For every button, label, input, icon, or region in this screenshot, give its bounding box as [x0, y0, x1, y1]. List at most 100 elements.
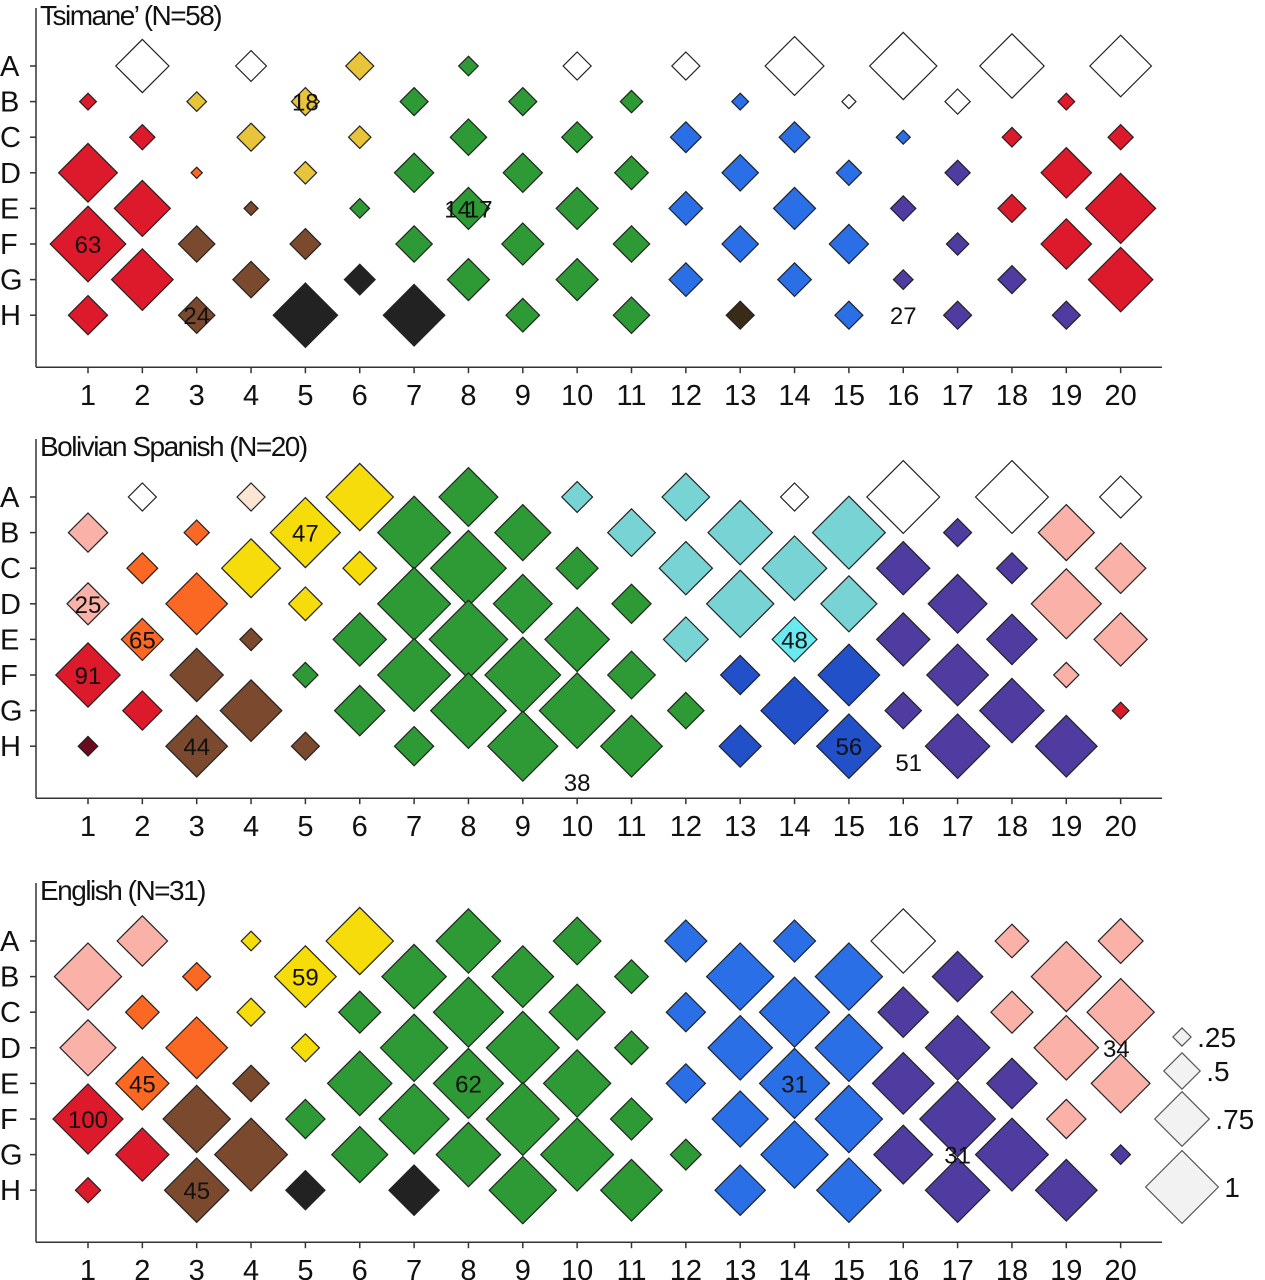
panel-title: Bolivian Spanish (N=20)	[40, 431, 307, 462]
chip-diamond	[721, 224, 760, 264]
chip-diamond	[284, 1098, 326, 1140]
x-tick-label: 5	[297, 1255, 313, 1280]
chip-diamond	[918, 1080, 997, 1158]
chip-diamond	[820, 574, 878, 633]
chip-diamond	[326, 1050, 393, 1117]
chip-diamond	[505, 297, 541, 333]
chip-diamond	[393, 725, 435, 767]
chip-diamond	[177, 296, 216, 335]
chip-diamond	[1084, 172, 1157, 245]
chip-diamond	[1033, 1014, 1100, 1081]
chip-diamond	[714, 1164, 767, 1217]
x-tick-label: 8	[460, 811, 476, 843]
chip-diamond	[399, 86, 429, 117]
chip-diamond	[240, 930, 262, 952]
legend-size-diamond	[1162, 1051, 1202, 1091]
chip-diamond	[435, 1121, 502, 1188]
x-tick-label: 10	[561, 380, 593, 412]
chip-diamond	[778, 120, 811, 154]
chip-diamond	[54, 641, 122, 709]
chip-diamond	[1034, 714, 1098, 778]
chip-diamond	[548, 983, 606, 1042]
chip-diamond	[817, 643, 881, 707]
chip-diamond	[609, 1097, 654, 1141]
x-tick-label: 9	[515, 811, 531, 843]
chip-diamond	[1097, 917, 1144, 965]
chip-diamond	[492, 573, 554, 635]
chip-diamond	[990, 990, 1034, 1035]
chip-diamond	[560, 120, 594, 154]
x-tick-label: 20	[1105, 380, 1137, 412]
chip-diamond	[493, 503, 552, 562]
x-tick-label: 4	[243, 1255, 259, 1280]
chip-diamond	[619, 89, 644, 114]
chip-diamond	[924, 713, 991, 780]
chip-diamond	[995, 551, 1029, 585]
chip-diamond	[121, 690, 163, 732]
x-tick-label: 10	[561, 1255, 593, 1280]
x-tick-label: 1	[80, 811, 96, 843]
chip-diamond	[78, 92, 98, 111]
chip-diamond	[1051, 300, 1082, 331]
chip-diamond	[931, 950, 984, 1003]
chip-diamond	[758, 976, 831, 1049]
chip-diamond	[291, 661, 319, 689]
y-tick-label: G	[0, 696, 23, 728]
chip-count-label: 14	[444, 196, 471, 223]
chip-diamond	[376, 495, 452, 570]
chip-diamond	[337, 990, 382, 1035]
chip-count-label: 38	[564, 770, 591, 797]
legend-size-diamond	[1144, 1149, 1220, 1225]
y-tick-label: A	[0, 926, 20, 958]
chip-diamond	[974, 1117, 1050, 1192]
x-tick-label: 13	[724, 1255, 756, 1280]
chip-diamond	[127, 482, 158, 512]
chip-diamond	[814, 942, 884, 1012]
chip-diamond	[325, 462, 395, 532]
chip-diamond	[974, 459, 1050, 535]
chip-diamond	[1089, 34, 1153, 98]
chip-diamond	[114, 38, 170, 94]
x-tick-label: 13	[724, 811, 756, 843]
x-tick-label: 5	[297, 380, 313, 412]
chip-diamond	[892, 268, 914, 291]
x-tick-label: 7	[406, 811, 422, 843]
chip-diamond	[67, 294, 109, 336]
chip-diamond	[661, 472, 711, 522]
chip-diamond	[333, 684, 386, 737]
chip-diamond	[49, 205, 127, 283]
legend-size-label: .75	[1215, 1104, 1254, 1135]
chip-diamond	[606, 650, 657, 700]
chip-diamond	[290, 1032, 321, 1063]
chip-count-label: 62	[455, 1071, 482, 1098]
chip-diamond	[74, 1176, 102, 1204]
x-tick-label: 4	[243, 811, 259, 843]
chip-diamond	[169, 647, 225, 703]
chip-diamond	[719, 654, 761, 696]
x-tick-label: 14	[778, 380, 810, 412]
chip-diamond	[393, 152, 435, 194]
y-tick-label: A	[0, 482, 20, 514]
x-tick-label: 5	[297, 811, 313, 843]
x-tick-label: 15	[833, 380, 865, 412]
chip-diamond	[612, 296, 651, 335]
chip-diamond	[1030, 940, 1103, 1013]
chip-diamond	[542, 1048, 612, 1118]
chip-diamond	[760, 676, 829, 746]
chip-diamond	[868, 31, 938, 101]
chip-diamond	[114, 1127, 170, 1183]
chip-diamond	[343, 263, 376, 296]
chip-diamond	[269, 496, 342, 569]
chip-diamond	[59, 1018, 117, 1077]
chip-diamond	[985, 613, 1038, 666]
chip-diamond	[1001, 126, 1023, 148]
chip-diamond	[395, 224, 434, 264]
panel-title: Tsimane’ (N=58)	[40, 0, 221, 31]
chip-diamond	[349, 197, 371, 220]
chip-diamond	[438, 466, 499, 528]
chip-diamond	[1110, 1143, 1132, 1166]
chip-diamond	[668, 190, 704, 227]
chip-diamond	[669, 120, 703, 154]
